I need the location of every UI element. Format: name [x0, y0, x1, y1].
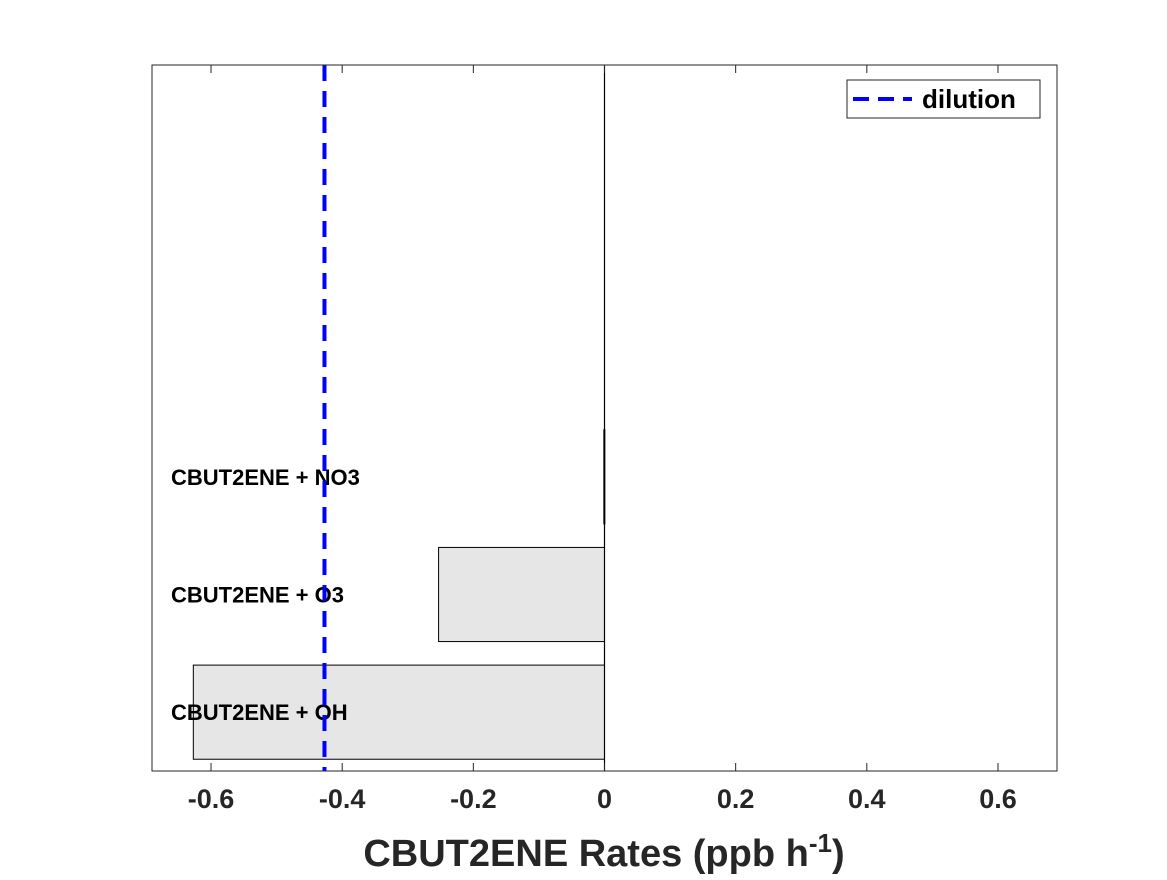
x-tick-label-2: -0.2 — [450, 784, 497, 814]
x-tick-label-0: -0.6 — [188, 784, 235, 814]
x-tick-label-4: 0.2 — [717, 784, 755, 814]
x-tick-label-6: 0.6 — [979, 784, 1017, 814]
x-axis-label-superscript: -1 — [809, 828, 832, 858]
bar-0 — [192, 664, 605, 760]
x-tick-label-5: 0.4 — [848, 784, 886, 814]
x-axis-label-suffix: ) — [832, 833, 845, 875]
bar-labels-layer: CBUT2ENE + OH CBUT2ENE + O3 CBUT2ENE + NO3 — [171, 465, 360, 725]
bar-label-2: CBUT2ENE + NO3 — [171, 465, 360, 490]
legend: dilution — [846, 79, 1041, 119]
bars-layer — [192, 429, 606, 760]
x-tick-label-3: 0 — [597, 784, 612, 814]
x-tick-label-1: -0.4 — [319, 784, 366, 814]
bar-label-0: CBUT2ENE + OH — [171, 700, 348, 725]
x-axis-label-main: CBUT2ENE Rates (ppb h — [363, 833, 808, 875]
bar-label-1: CBUT2ENE + O3 — [171, 583, 344, 608]
x-axis-label: CBUT2ENE Rates (ppb h-1) — [363, 828, 844, 875]
bar-1 — [438, 546, 606, 643]
legend-label-dilution: dilution — [922, 84, 1016, 114]
x-axis-ticks: -0.6 -0.4 -0.2 0 0.2 0.4 0.6 — [188, 65, 1017, 814]
